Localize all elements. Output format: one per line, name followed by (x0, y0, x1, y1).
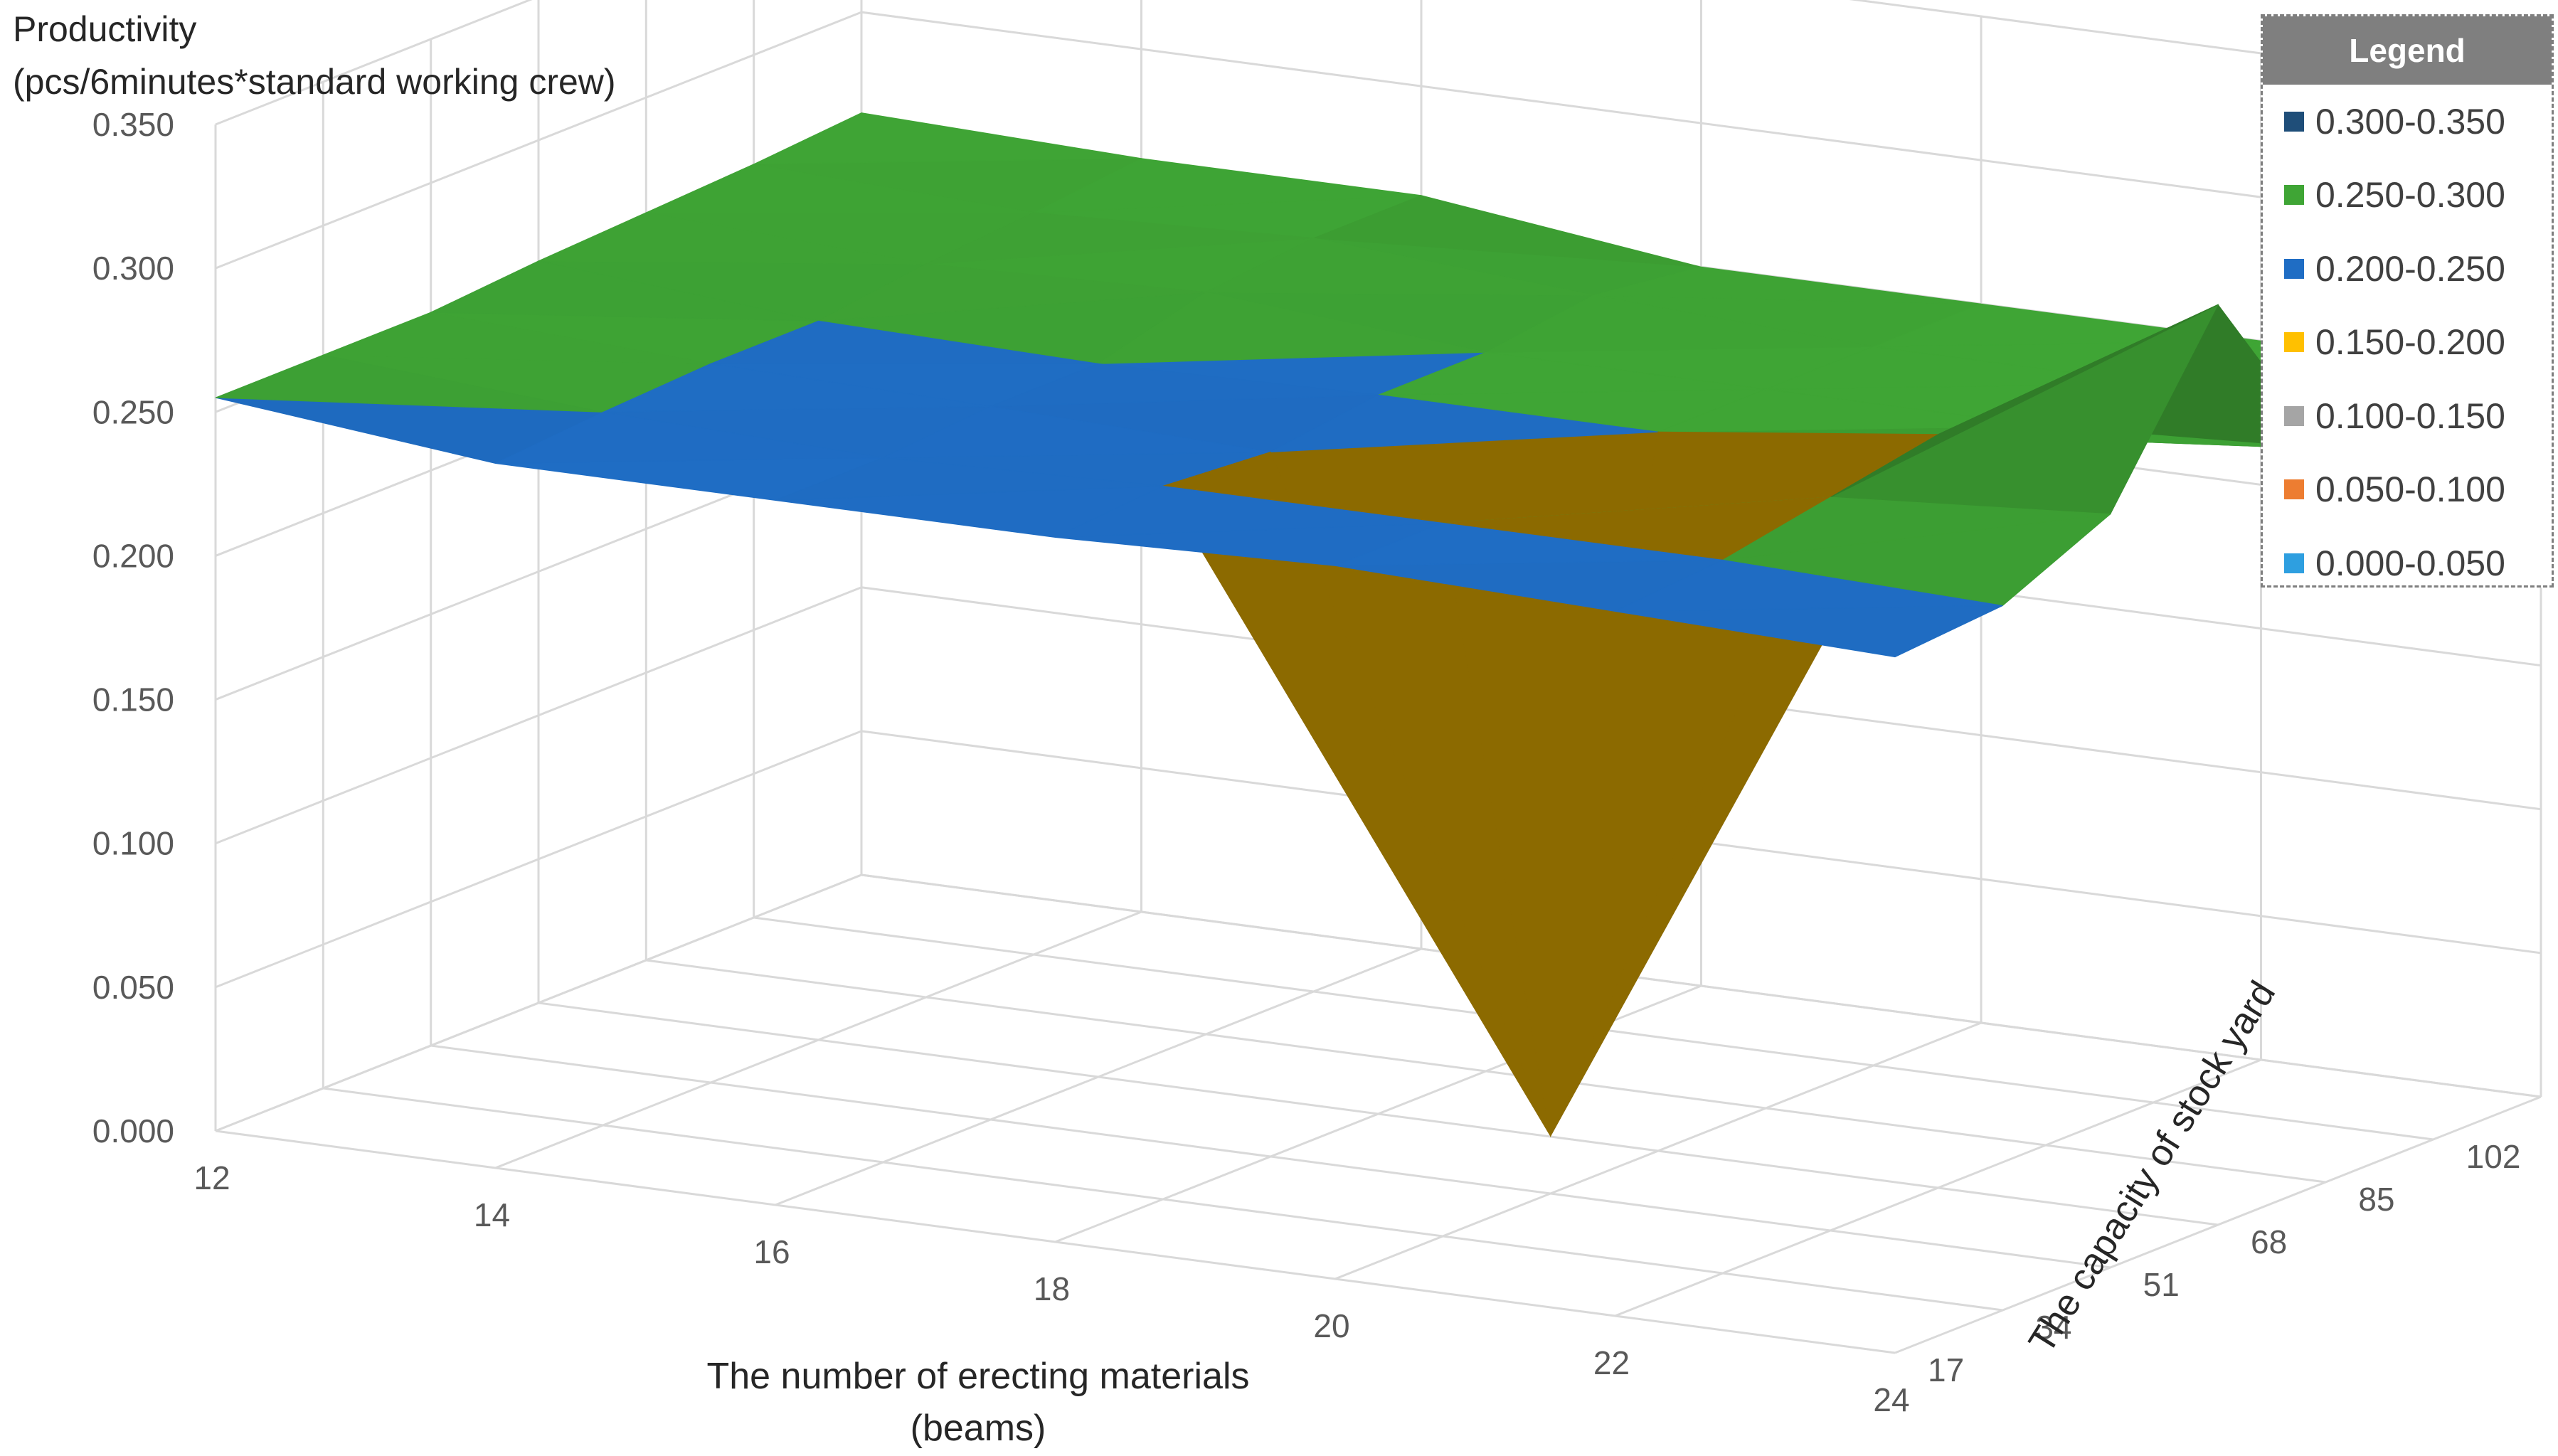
surface-facet (818, 263, 1206, 322)
surface-facet (603, 363, 991, 413)
surface-facet (775, 457, 1163, 501)
surface-facet (1766, 346, 2154, 390)
surface-facet (1615, 559, 2003, 612)
legend-label: 0.200-0.250 (2315, 248, 2505, 289)
surface-facet (753, 112, 1142, 165)
surface-facet (430, 260, 819, 322)
x-tick-label: 24 (1873, 1381, 1909, 1418)
surface-facet (1378, 351, 1766, 395)
legend-item: 0.200-0.250 (2263, 232, 2552, 306)
legend-swatch (2284, 479, 2304, 500)
legend-label: 0.100-0.150 (2315, 395, 2505, 436)
surface-facet (1097, 292, 1486, 364)
z-tick-label: 0.350 (92, 106, 174, 143)
floor-gridline (861, 873, 2542, 1098)
y-tick-label: 85 (2358, 1181, 2394, 1218)
x-tick-label: 16 (753, 1233, 790, 1270)
surface-facet (1270, 394, 1659, 452)
z-tick-label: 0.300 (92, 250, 174, 287)
z-tick-label: 0.100 (92, 825, 174, 862)
floor-gridline (430, 1044, 2111, 1269)
legend-item: 0.050-0.100 (2263, 453, 2552, 527)
x-axis-title-line1: The number of erecting materials (706, 1356, 1249, 1397)
surface-facet (1442, 496, 1831, 1137)
x-tick-label: 12 (193, 1159, 230, 1196)
y-tick-label: 17 (1928, 1351, 1964, 1388)
x-tick-label: 22 (1593, 1344, 1630, 1381)
legend-title: Legend (2263, 16, 2552, 85)
legend-swatch (2284, 185, 2304, 206)
surface-facet (883, 405, 1271, 458)
surface-facet (1485, 294, 1874, 353)
surface-facet (1593, 266, 1982, 304)
surface-facet (1055, 485, 1443, 538)
legend-swatch (2284, 111, 2304, 132)
x-tick-label: 14 (474, 1196, 510, 1233)
y-axis-ticks: 1734516885102119 (1928, 1138, 2521, 1388)
z-tick-label: 0.000 (92, 1112, 174, 1149)
surface-facet (1206, 238, 1594, 296)
floor-gridline (538, 1001, 2219, 1226)
surface-facet (1162, 451, 1551, 1137)
legend-label: 0.000-0.050 (2315, 543, 2505, 583)
surface-facet (1657, 388, 2046, 432)
legend-label: 0.050-0.100 (2315, 469, 2505, 510)
legend: Legend 0.300-0.350 0.250-0.300 0.200-0.250… (2261, 14, 2554, 588)
z-axis-title-line2: (pcs/6minutes*standard working crew) (13, 62, 616, 102)
surface-facet (538, 212, 926, 265)
legend-item: 0.000-0.050 (2263, 526, 2552, 600)
x-tick-label: 18 (1034, 1270, 1070, 1307)
legend-swatch (2284, 332, 2304, 353)
surface-facet (1722, 496, 2111, 560)
surface-facet (711, 320, 1099, 364)
legend-item: 0.150-0.200 (2263, 306, 2552, 380)
surface-facet (925, 212, 1314, 265)
z-tick-label: 0.200 (92, 537, 174, 574)
surface-facet (990, 363, 1379, 407)
legend-label: 0.250-0.300 (2315, 175, 2505, 216)
surface-facet (1313, 195, 1702, 267)
surface-facet (323, 312, 711, 364)
legend-item: 0.250-0.300 (2263, 159, 2552, 233)
surface-mesh (215, 112, 2542, 1137)
y-tick-label: 51 (2143, 1266, 2180, 1303)
legend-label: 0.300-0.350 (2315, 101, 2505, 142)
legend-swatch (2284, 553, 2304, 573)
surface-facet (215, 354, 603, 413)
y-tick-label: 68 (2251, 1223, 2287, 1260)
z-tick-label: 0.150 (92, 681, 174, 718)
surface-facet (1033, 158, 1422, 213)
y-tick-label: 102 (2466, 1138, 2521, 1175)
floor-gridline (215, 1130, 1896, 1354)
z-axis-title-line1: Productivity (13, 9, 196, 49)
legend-label: 0.150-0.200 (2315, 322, 2505, 363)
legend-item: 0.100-0.150 (2263, 379, 2552, 453)
legend-swatch (2284, 258, 2304, 279)
surface-facet (646, 164, 1034, 213)
z-tick-label: 0.050 (92, 969, 174, 1006)
y-tick-label: 34 (2035, 1309, 2071, 1346)
floor-gridline (323, 1087, 2003, 1312)
x-tick-label: 20 (1313, 1307, 1349, 1344)
z-axis-ticks: 0.000 0.050 0.100 0.150 0.200 0.250 0.300 0.350 (92, 106, 174, 1149)
legend-item: 0.300-0.350 (2263, 85, 2552, 159)
surface-facet (1830, 304, 2219, 498)
x-axis-ticks: 12 14 16 18 20 22 24 (193, 1159, 1909, 1418)
floor-gridline (646, 959, 2326, 1184)
legend-swatch (2284, 405, 2304, 426)
surface-facet (1334, 522, 1723, 566)
z-tick-label: 0.250 (92, 393, 174, 430)
surface-facet (495, 411, 883, 464)
legend-items: 0.300-0.350 0.250-0.300 0.200-0.250 0.150-0… (2263, 85, 2552, 600)
x-axis-title-line2: (beams) (911, 1408, 1046, 1449)
